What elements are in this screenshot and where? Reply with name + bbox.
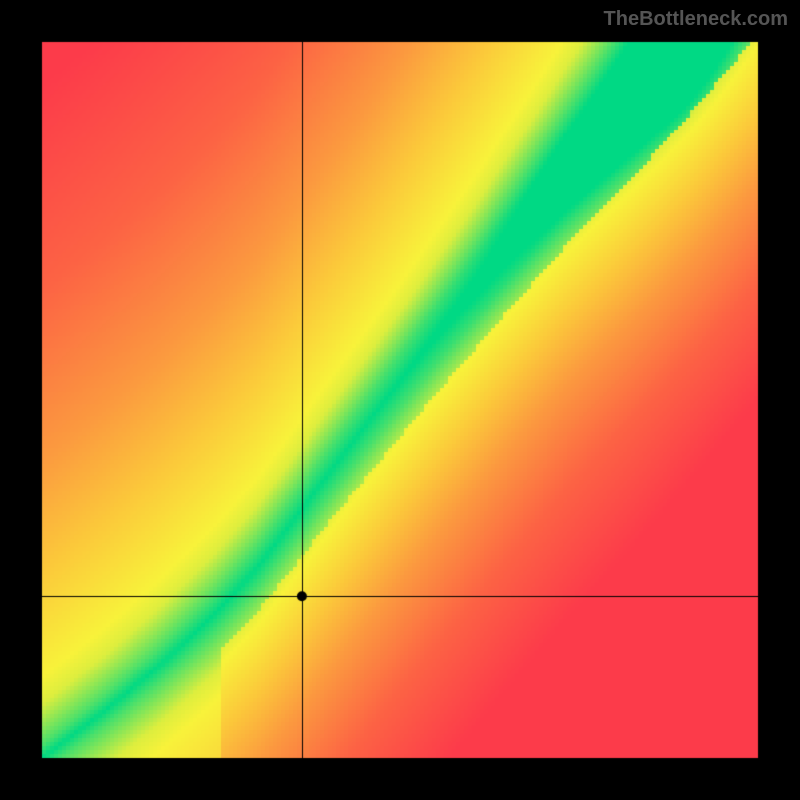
- chart-container: TheBottleneck.com: [0, 0, 800, 800]
- watermark-text: TheBottleneck.com: [604, 8, 788, 31]
- bottleneck-heatmap: [0, 0, 800, 800]
